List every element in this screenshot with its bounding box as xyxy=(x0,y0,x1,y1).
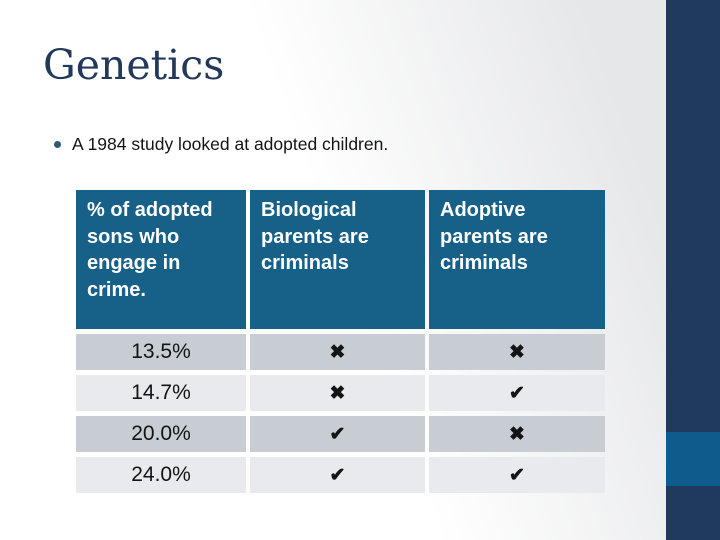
table-cell-adoptive: ✖ xyxy=(429,334,605,370)
page-title: Genetics xyxy=(43,41,225,89)
table-cell-adoptive: ✔ xyxy=(429,375,605,411)
check-icon: ✔ xyxy=(509,464,525,486)
table-cell-biological: ✖ xyxy=(250,375,425,411)
table-cell-adoptive: ✖ xyxy=(429,416,605,452)
table-cell-percent: 13.5% xyxy=(76,334,246,370)
cross-icon: ✖ xyxy=(509,341,525,363)
cross-icon: ✖ xyxy=(329,341,346,363)
table-cell-biological: ✔ xyxy=(250,416,425,452)
accent-band xyxy=(666,432,720,486)
cross-icon: ✖ xyxy=(509,423,525,445)
table-cell-percent: 24.0% xyxy=(76,457,246,493)
adoption-crime-table: % of adopted sons who engage in crime. B… xyxy=(76,190,605,493)
table-cell-percent: 14.7% xyxy=(76,375,246,411)
right-accent-bar xyxy=(666,0,720,540)
bullet-line: A 1984 study looked at adopted children. xyxy=(54,134,388,155)
table-cell-biological: ✖ xyxy=(250,334,425,370)
check-icon: ✔ xyxy=(329,464,346,486)
cross-icon: ✖ xyxy=(329,382,346,404)
column-header-biological: Biological parents are criminals xyxy=(250,190,425,329)
bullet-text: A 1984 study looked at adopted children. xyxy=(72,134,389,154)
table-cell-biological: ✔ xyxy=(250,457,425,493)
bullet-dot-icon xyxy=(54,141,61,148)
column-header-percent: % of adopted sons who engage in crime. xyxy=(76,190,246,329)
column-header-adoptive: Adoptive parents are criminals xyxy=(429,190,605,329)
table-cell-adoptive: ✔ xyxy=(429,457,605,493)
check-icon: ✔ xyxy=(509,382,525,404)
table-cell-percent: 20.0% xyxy=(76,416,246,452)
check-icon: ✔ xyxy=(329,423,346,445)
